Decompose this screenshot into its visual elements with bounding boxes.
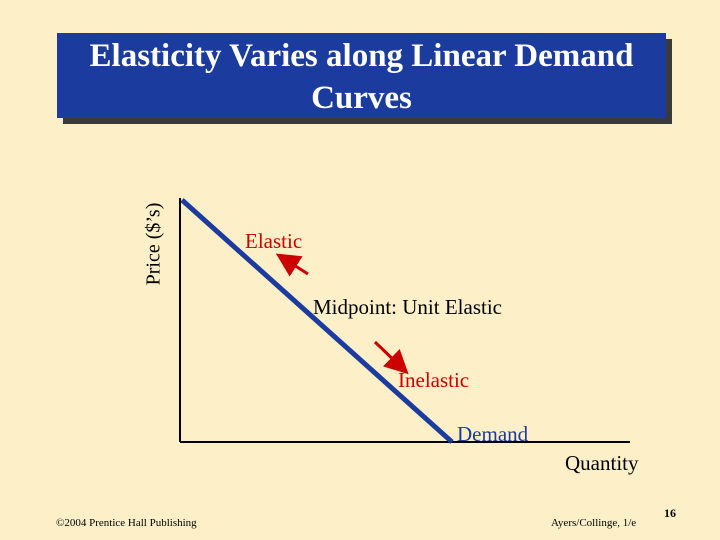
elastic-label: Elastic (245, 229, 303, 253)
title-line-1: Elasticity Varies along Linear Demand (89, 38, 634, 74)
inelastic-arrow (373, 340, 409, 375)
inelastic-label: Inelastic (398, 368, 470, 392)
page-number: 16 (664, 506, 676, 520)
author-text: Ayers/Collinge, 1/e (551, 517, 637, 529)
elastic-arrow (275, 253, 309, 277)
copyright-text: ©2004 Prentice Hall Publishing (56, 517, 197, 529)
demand-curve (180, 198, 454, 444)
x-axis-label: Quantity (565, 451, 639, 475)
midpoint-label: Midpoint: Unit Elastic (313, 295, 502, 319)
title-box: Elasticity Varies along Linear Demand Cu… (57, 33, 666, 118)
title-line-2: Curves (311, 80, 412, 116)
y-axis-label: Price ($’s) (142, 202, 165, 286)
demand-label: Demand (457, 422, 529, 446)
